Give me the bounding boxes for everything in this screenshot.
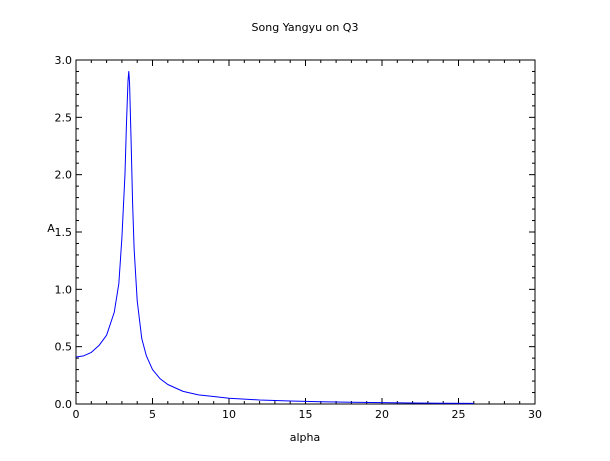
x-tick-label: 20	[375, 408, 389, 421]
plot-area	[75, 59, 536, 405]
y-tick-label: 0.0	[55, 398, 73, 411]
x-axis-ticks: 0 5 10 15 20 25 30	[73, 60, 542, 421]
x-axis-label: alpha	[290, 431, 321, 444]
y-tick-label: 2.0	[55, 169, 73, 182]
y-tick-label: 0.5	[55, 341, 73, 354]
y-tick-label: 1.5	[55, 226, 73, 239]
y-tick-label: 2.5	[55, 111, 73, 124]
chart-title: Song Yangyu on Q3	[252, 21, 359, 34]
y-axis-ticks: 0.0 0.5 1.0 1.5 2.0 2.5 3.0	[55, 54, 535, 411]
y-tick-label: 3.0	[55, 54, 73, 67]
plot-frame	[75, 59, 536, 405]
y-axis-label: A	[47, 222, 55, 235]
x-tick-label: 10	[222, 408, 236, 421]
x-tick-label: 25	[452, 408, 466, 421]
series-line	[75, 70, 474, 404]
y-tick-label: 1.0	[55, 283, 73, 296]
x-tick-label: 30	[528, 408, 542, 421]
x-tick-label: 0	[73, 408, 80, 421]
x-tick-label: 15	[299, 408, 313, 421]
x-tick-label: 5	[149, 408, 156, 421]
series-layer	[75, 70, 474, 404]
